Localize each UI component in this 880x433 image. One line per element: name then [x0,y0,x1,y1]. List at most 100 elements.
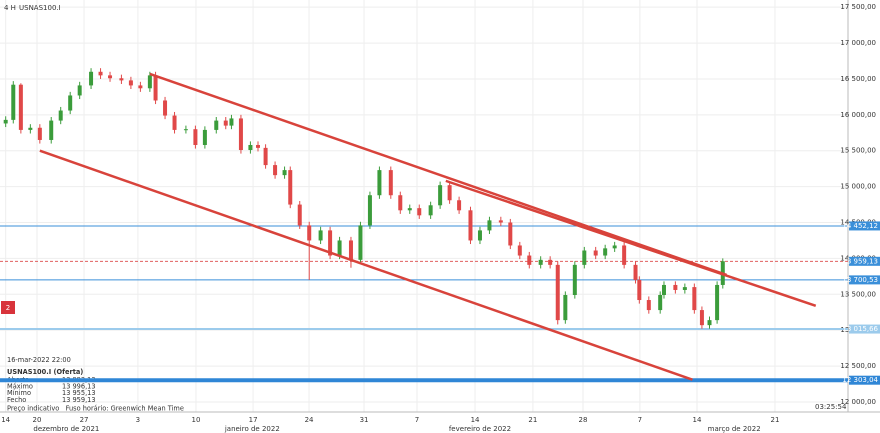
x-tick-label: 28 [579,416,588,424]
y-tick-label: 16 500,00 [840,75,876,83]
candle-body [108,75,113,79]
badge: 2 [6,304,10,312]
level-label: 13 015,66 [842,325,878,333]
candle-body [377,170,382,196]
candle-body [658,295,663,311]
candle-body [673,284,678,290]
candle-body [646,300,651,311]
candle-body [138,85,143,89]
x-tick-label: 10 [192,416,201,424]
x-tick-label: 27 [80,416,89,424]
candle-body [517,245,522,256]
candle-body [147,75,152,89]
level-label: 12 303,04 [842,376,878,384]
x-tick-label: 14 [693,416,702,424]
candle-body [68,95,73,111]
candle-body [468,210,473,241]
candle-body [172,115,177,130]
candle-body [661,284,666,296]
candle-body [58,110,63,121]
y-tick-label: 13 500,00 [840,290,876,298]
y-tick-label: 17 500,00 [840,3,876,11]
candle-body [282,170,287,176]
candle-body [388,170,393,196]
level-tag [849,221,880,231]
info-label: Fecho [7,396,26,404]
candle-body [447,185,452,201]
candle-body [318,230,323,241]
candle-body [37,127,42,140]
month-label: março de 2022 [708,425,761,433]
y-tick-label: 12 000,00 [840,398,876,406]
trend-line [149,72,727,277]
candle-body [582,250,587,265]
candle-body [163,100,168,116]
level-label: 13 959,13 [842,257,878,265]
candle-body [527,255,532,265]
info-value: 13 996,13 [62,383,96,391]
level-label: 13 700,53 [842,276,878,284]
candle-body [572,264,577,296]
candle-body [348,240,353,260]
candle-body [407,208,412,211]
countdown: 03:25:54 [815,403,847,411]
candle-body [555,264,560,321]
candle-body [538,259,543,265]
candle-body [77,85,82,96]
info-footer: Preço indicativo Fuso horário: Greenwich… [7,404,184,412]
x-tick-label: 14 [1,416,10,424]
info-label: Máximo [7,383,33,391]
month-label: janeiro de 2022 [224,425,280,433]
candle-body [337,240,342,256]
candle-body [498,220,503,223]
info-value: 13 959,13 [62,396,96,404]
month-label: dezembro de 2021 [33,425,99,433]
info-label: Mínimo [7,389,31,397]
candle-body [637,279,642,301]
candle-body [715,284,720,321]
candle-body [3,119,8,124]
candle-body [593,250,598,256]
candle-body [328,230,333,256]
candle-body [273,165,278,176]
candle-body [28,127,33,130]
candle-body [457,200,462,211]
timeframe: 4 H [4,4,16,12]
candle-body [622,245,627,265]
candle-body [11,84,16,120]
y-tick-label: 16 000,00 [840,111,876,119]
x-tick-label: 17 [249,416,258,424]
candle-body [229,118,234,126]
x-tick-label: 21 [528,416,537,424]
trend-line [445,179,817,307]
candle-body [438,185,443,206]
candle-body [682,287,687,290]
candle-body [367,195,372,226]
level-tag [849,375,880,385]
candle-body [707,320,712,326]
candle-body [89,71,94,86]
candle-body [477,230,482,241]
candle-body [183,129,188,131]
candle-body [98,71,103,76]
candle-body [128,80,133,86]
month-label: fevereiro de 2022 [449,425,511,433]
x-tick-label: 7 [638,416,642,424]
x-tick-label: 14 [471,416,480,424]
info-instrument: USNAS100.I (Oferta) [7,368,83,376]
candle-body [508,222,513,246]
candle-body [603,248,608,256]
trend-line [39,149,693,381]
x-tick-label: 20 [33,416,42,424]
candle-body [428,205,433,216]
x-tick-label: 3 [136,416,140,424]
candle-body [297,204,302,226]
candle-body [153,75,158,101]
y-tick-label: 15 000,00 [840,183,876,191]
candle-body [487,220,492,231]
x-tick-label: 21 [771,416,780,424]
candle-body [18,84,23,130]
info-datetime: 16-mar-2022 22:00 [7,356,71,364]
